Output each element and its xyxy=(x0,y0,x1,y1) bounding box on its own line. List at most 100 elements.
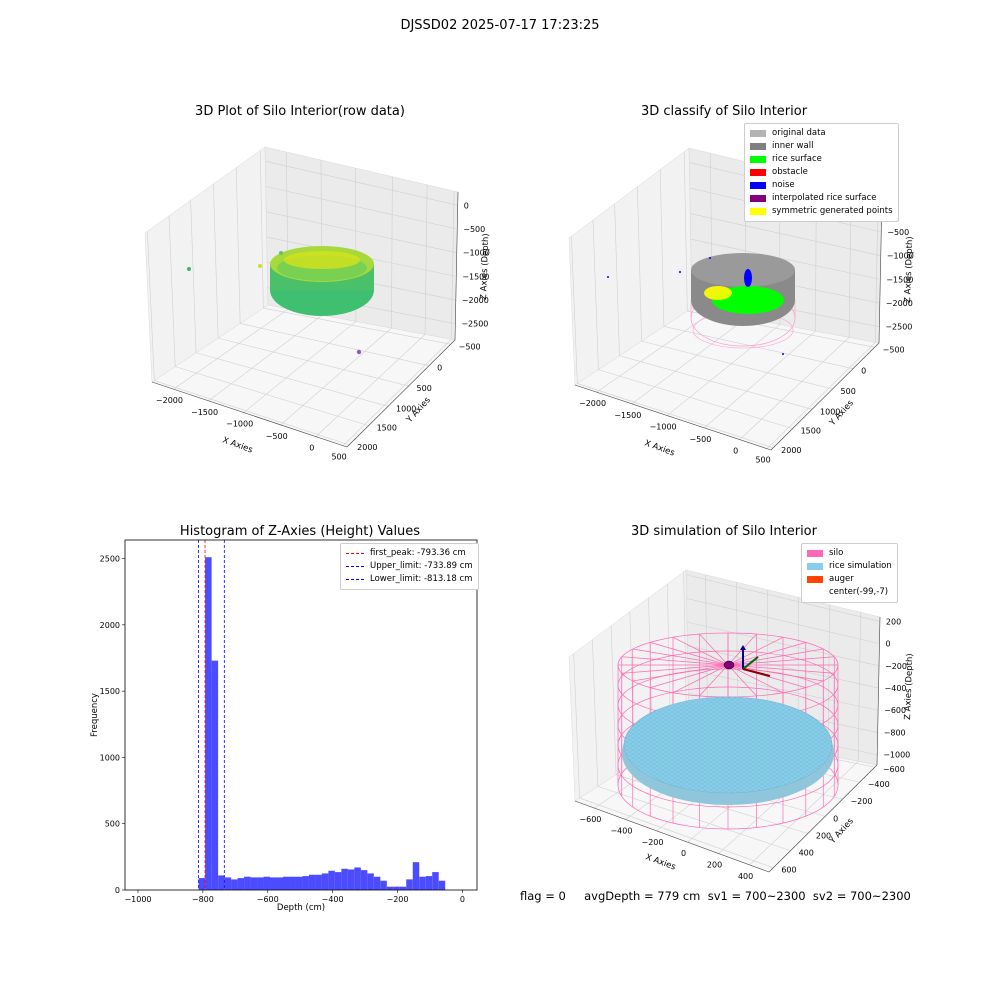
histogram-title: Histogram of Z-Axies (Height) Values xyxy=(179,524,421,539)
simulation-z-tick-label: −800 xyxy=(884,728,906,737)
classify-legend: original data inner wall rice surface obsta… xyxy=(744,123,899,222)
histogram-bar xyxy=(341,868,348,890)
simulation-x-axis-label: X Axies xyxy=(644,852,677,872)
simulation-x-tick-label: −400 xyxy=(610,826,632,835)
status-footer: flag = 0 avgDepth = 779 cm sv1 = 700~230… xyxy=(520,889,911,903)
histogram-bar xyxy=(198,878,206,890)
histogram-bar xyxy=(360,870,368,890)
histogram-bar xyxy=(367,873,374,890)
simulation-y-tick-label: 600 xyxy=(781,866,796,875)
classify-z-axis-label: Z Axies (Depth) xyxy=(903,236,915,303)
histogram-bar xyxy=(270,877,277,890)
classify-y-tick-label: 1000 xyxy=(820,407,840,416)
simulation-z-tick-label: −400 xyxy=(885,684,907,693)
legend-color-swatch xyxy=(750,156,766,163)
simulation-z-tick-label: −1000 xyxy=(883,751,910,760)
legend-label: noise xyxy=(772,180,795,190)
histogram-y-tick-label: 2000 xyxy=(100,621,120,630)
histogram-x-tick-label: −400 xyxy=(322,895,344,904)
legend-dash-swatch xyxy=(346,579,364,580)
legend-label: center(-99,-7) xyxy=(829,587,889,597)
raw-gridlines xyxy=(147,150,458,446)
simulation-y-tick-label: 200 xyxy=(816,831,831,840)
raw-y-tick-label: −500 xyxy=(459,342,481,351)
simulation-z-axis-label: Z Axies (Depth) xyxy=(903,653,915,720)
histogram-x-tick-label: 0 xyxy=(460,895,465,904)
legend-dash-swatch xyxy=(346,566,364,567)
histogram-bar xyxy=(386,886,394,890)
simulation-3d-plot: −600−400−2000200400−600−400−200020040060… xyxy=(568,569,915,881)
classify-x-tick-label: 500 xyxy=(755,456,770,465)
histogram-bar xyxy=(211,660,219,890)
histogram-bar xyxy=(432,872,439,890)
simulation-x-tick-label: −600 xyxy=(579,815,601,824)
histogram-bar xyxy=(347,869,355,890)
classify-x-tick-label: −2000 xyxy=(579,399,606,408)
raw-x-tick-label: −500 xyxy=(266,432,288,441)
classify-legend-item: inner wall xyxy=(750,140,893,153)
classify-y-tick-label: 500 xyxy=(841,387,856,396)
histogram-y-tick-label: 1500 xyxy=(100,687,120,696)
classify-legend-item: original data xyxy=(750,127,893,140)
histogram-bar xyxy=(438,880,446,890)
histogram-chart: −1000 −800 −600 −400 −200 0 0 500 1000 1500 2000 25… xyxy=(90,539,478,913)
raw-y-tick-label: 0 xyxy=(437,364,442,373)
raw-x-axis-label: X Axies xyxy=(221,435,254,455)
classify-z-tick-label: −1500 xyxy=(886,275,913,284)
histogram-bar xyxy=(315,874,322,890)
histogram-bar xyxy=(218,875,225,890)
simulation-auger xyxy=(723,645,771,677)
histogram-y-tick-label: 500 xyxy=(105,820,120,829)
histogram-y-tick-label: 0 xyxy=(115,886,120,895)
simulation-legend-item: rice simulation xyxy=(807,560,892,573)
classify-legend-item: symmetric generated points xyxy=(750,205,893,218)
legend-label: interpolated rice surface xyxy=(772,193,877,203)
raw-y-tick-label: 1500 xyxy=(377,424,397,433)
histogram-ticks: −1000 −800 −600 −400 −200 0 0 500 1000 1500 2000 25… xyxy=(100,555,465,904)
histogram-bar xyxy=(373,876,381,890)
classify-legend-item: obstacle xyxy=(750,166,893,179)
raw-z-tick-label: −2000 xyxy=(462,296,489,305)
raw-y-tick-label: 500 xyxy=(417,384,432,393)
raw-z-tick-label: −500 xyxy=(463,225,485,234)
legend-color-swatch xyxy=(807,576,823,583)
simulation-legend-item: silo xyxy=(807,547,892,560)
simulation-x-tick-label: −200 xyxy=(641,838,663,847)
raw-x-tick-label: 0 xyxy=(309,444,314,453)
simulation-y-tick-label: −200 xyxy=(850,797,872,806)
raw-z-axis-label: Z Axies (Depth) xyxy=(479,233,491,300)
histogram-bar xyxy=(302,876,309,890)
histogram-bar xyxy=(393,886,400,890)
raw-outlier-point xyxy=(187,267,191,271)
classify-y-tick-label: 2000 xyxy=(781,446,801,455)
histogram-bar xyxy=(399,886,407,890)
histogram-bar xyxy=(425,876,433,890)
legend-color-swatch xyxy=(807,563,823,570)
simulation-z-tick-label: 200 xyxy=(886,617,901,626)
raw-x-tick-label: −1000 xyxy=(226,420,253,429)
histogram-reference-lines xyxy=(198,540,225,890)
classify-legend-item: interpolated rice surface xyxy=(750,192,893,205)
histogram-bar xyxy=(276,877,283,890)
legend-color-swatch xyxy=(750,182,766,189)
simulation-z-tick-label: −600 xyxy=(884,706,906,715)
histogram-legend-item: Lower_limit: -813.18 cm xyxy=(346,573,473,586)
simulation-legend-item: auger xyxy=(807,573,892,586)
simulation-y-tick-label: −400 xyxy=(868,780,890,789)
simulation-legend: silo rice simulation auger center(-99,-7) xyxy=(801,543,898,603)
legend-label: rice simulation xyxy=(829,561,892,571)
histogram-bar xyxy=(263,876,271,890)
classify-3d-plot: −2000 −1500 −1000 −500 0 500 −500 0 500 1000 1500 2… xyxy=(568,147,915,465)
classify-x-axis-label: X Axies xyxy=(643,438,676,458)
histogram-bar xyxy=(419,876,426,890)
histogram-bars xyxy=(198,557,446,890)
histogram-bar xyxy=(328,870,335,890)
legend-label: Lower_limit: -813.18 cm xyxy=(370,574,473,584)
histogram-x-label: Depth (cm) xyxy=(277,903,325,913)
raw-x-tick-label: −1500 xyxy=(191,408,218,417)
classify-z-tick-label: −2000 xyxy=(886,299,913,308)
classify-x-tick-label: −500 xyxy=(689,435,711,444)
legend-color-swatch xyxy=(750,208,766,215)
legend-color-swatch xyxy=(750,195,766,202)
